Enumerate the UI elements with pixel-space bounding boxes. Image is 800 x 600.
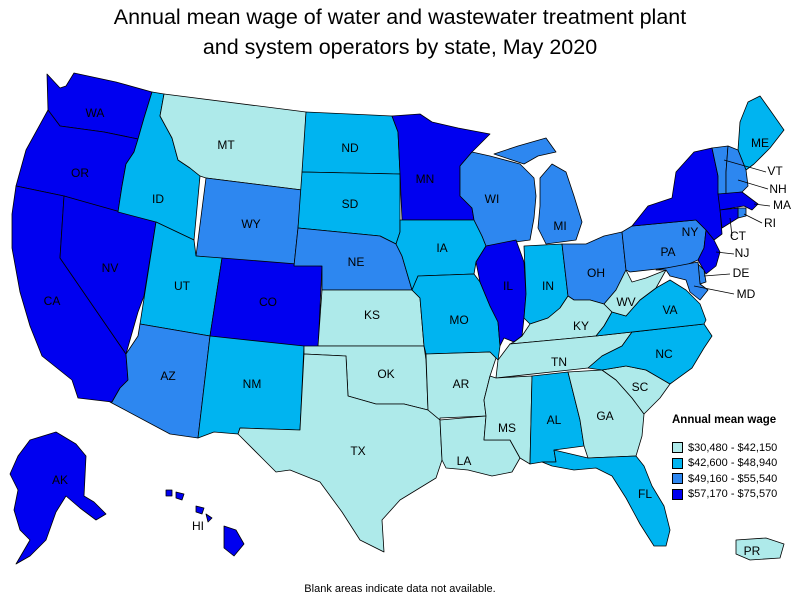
label-TX: TX [350, 444, 365, 458]
label-IL: IL [503, 279, 513, 293]
state-HI[interactable] [165, 489, 245, 557]
title-line-1: Annual mean wage of water and wastewater… [113, 5, 687, 29]
state-MA[interactable] [717, 191, 759, 211]
label-MT: MT [217, 138, 235, 152]
label-ND: ND [341, 141, 359, 155]
label-KY: KY [573, 319, 589, 333]
label-RI: RI [764, 216, 776, 230]
state-FL[interactable] [541, 449, 671, 547]
label-SD: SD [342, 197, 359, 211]
label-PA: PA [660, 245, 675, 259]
label-DE: DE [733, 266, 750, 280]
label-MA: MA [773, 198, 791, 212]
label-AZ: AZ [160, 369, 175, 383]
legend-item: $57,170 - $75,570 [672, 487, 777, 503]
label-MO: MO [449, 313, 468, 327]
legend-label: $30,480 - $42,150 [688, 441, 778, 454]
footnote: Blank areas indicate data not available. [304, 583, 496, 595]
legend-label: $57,170 - $75,570 [688, 488, 778, 501]
label-WV: WV [616, 295, 635, 309]
state-NC[interactable] [587, 323, 713, 385]
legend-swatch [672, 442, 683, 454]
label-SC: SC [632, 380, 649, 394]
state-AK[interactable] [9, 431, 107, 565]
label-NJ: NJ [735, 246, 750, 260]
legend-item: $30,480 - $42,150 [672, 440, 777, 456]
state-RI[interactable] [737, 207, 747, 219]
legend-label: $49,160 - $55,540 [688, 472, 778, 485]
label-MI: MI [553, 219, 566, 233]
state-TX[interactable] [237, 353, 443, 553]
label-CA: CA [44, 294, 61, 308]
legend-item: $49,160 - $55,540 [672, 471, 777, 487]
state-NJ[interactable] [697, 229, 721, 275]
map-title: Annual mean wage of water and wastewater… [0, 2, 800, 62]
label-WI: WI [485, 192, 500, 206]
title-line-2: and system operators by state, May 2020 [202, 35, 598, 59]
legend-title: Annual mean wage [672, 414, 777, 426]
label-NC: NC [655, 347, 673, 361]
state-NH[interactable] [725, 145, 749, 195]
label-NM: NM [243, 377, 262, 391]
legend-item: $42,600 - $48,940 [672, 456, 777, 472]
label-UT: UT [174, 279, 191, 293]
label-CO: CO [259, 295, 277, 309]
label-PR: PR [744, 544, 761, 558]
label-MD: MD [737, 287, 756, 301]
label-ID: ID [152, 192, 164, 206]
label-WA: WA [86, 106, 105, 120]
state-WI[interactable] [459, 151, 537, 247]
label-NV: NV [102, 261, 119, 275]
state-CT[interactable] [719, 207, 739, 229]
label-HI: HI [192, 519, 204, 533]
label-MS: MS [498, 421, 516, 435]
label-LA: LA [457, 454, 472, 468]
state-PR[interactable] [735, 537, 785, 561]
label-WY: WY [241, 217, 260, 231]
label-IA: IA [436, 241, 447, 255]
label-VA: VA [662, 303, 677, 317]
label-CT: CT [730, 229, 747, 243]
legend-swatch [672, 457, 683, 469]
legend: Annual mean wage $30,480 - $42,150 $42,6… [672, 414, 777, 502]
label-OK: OK [377, 367, 394, 381]
label-KS: KS [364, 308, 380, 322]
label-NE: NE [348, 255, 365, 269]
label-AK: AK [52, 473, 68, 487]
state-MI[interactable] [493, 137, 583, 245]
label-MN: MN [416, 172, 435, 186]
label-leader-lines [693, 159, 771, 295]
label-TN: TN [551, 355, 567, 369]
label-FL: FL [638, 487, 652, 501]
label-IN: IN [542, 279, 554, 293]
state-labels: WA OR CA NV ID MT WY UT AZ CO NM ND SD N… [44, 106, 791, 558]
state-IL[interactable] [475, 239, 527, 347]
label-VT: VT [767, 164, 783, 178]
label-ME: ME [751, 136, 769, 150]
state-ME[interactable] [737, 95, 785, 171]
label-GA: GA [596, 409, 613, 423]
legend-swatch [672, 488, 683, 500]
state-MD[interactable] [655, 261, 709, 301]
label-AR: AR [453, 377, 470, 391]
legend-label: $42,600 - $48,940 [688, 457, 778, 470]
label-NY: NY [682, 225, 699, 239]
label-OR: OR [71, 166, 89, 180]
label-NH: NH [769, 182, 786, 196]
label-OH: OH [587, 266, 605, 280]
legend-swatch [672, 473, 683, 485]
label-AL: AL [547, 413, 562, 427]
